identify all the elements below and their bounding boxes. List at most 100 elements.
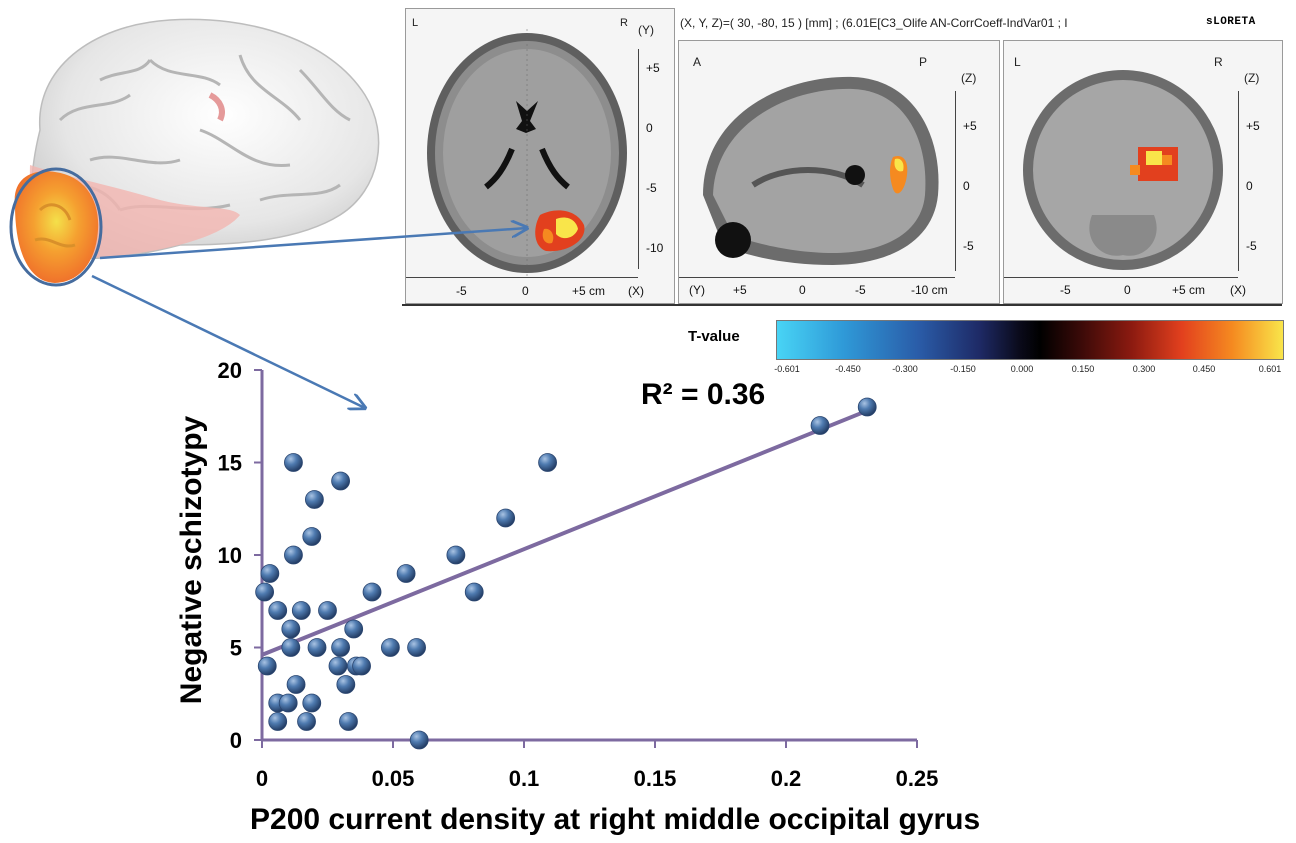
data-point — [810, 416, 830, 435]
axial-brain-image — [427, 29, 627, 277]
colorbar-title: T-value — [688, 328, 740, 345]
coronal-slice-panel[interactable]: L R (Z) +5 0 -5 -5 0 +5 cm (X) — [1003, 40, 1283, 304]
trend-line — [261, 408, 868, 657]
y-tick-label: 0 — [230, 728, 242, 753]
coronal-bottom-tick: 0 — [1124, 283, 1131, 297]
data-point — [278, 693, 298, 713]
data-point — [409, 730, 429, 750]
y-tick-label: 5 — [230, 636, 242, 661]
data-point — [304, 490, 324, 509]
axial-axis-name: (Y) — [638, 23, 654, 37]
axial-side-tick: +5 — [646, 61, 660, 75]
colorbar-tick: 0.601 — [1258, 364, 1282, 374]
colorbar-tick: 0.300 — [1132, 364, 1156, 374]
axial-bottom-tick: -5 — [456, 284, 467, 298]
coronal-bottom-axis: (X) — [1230, 283, 1246, 297]
sagittal-side-tick: 0 — [963, 179, 970, 193]
y-tick-label: 10 — [218, 543, 242, 568]
sagittal-slice-panel[interactable]: A P (Z) +5 0 -5 (Y) +5 0 -5 -10 cm — [678, 40, 1000, 304]
sagittal-bottom-tick: -10 cm — [911, 283, 948, 297]
data-point — [291, 601, 311, 620]
data-point — [297, 712, 316, 731]
roi-highlight-circle — [9, 167, 103, 287]
r-squared-annotation: R² = 0.36 — [641, 378, 766, 411]
data-point — [268, 712, 288, 731]
x-tick-label: 0.15 — [634, 766, 677, 791]
arrow-to-axial-slice — [99, 228, 527, 260]
coronal-left-label: L — [1014, 55, 1021, 69]
data-point — [281, 619, 301, 639]
sagittal-bottom-tick: -5 — [855, 283, 866, 297]
data-point — [260, 564, 280, 583]
data-point — [362, 582, 382, 602]
data-point — [307, 638, 327, 657]
sagittal-axis-name: (Z) — [961, 71, 977, 85]
coronal-right-label: R — [1214, 55, 1223, 69]
coronal-bottom-tick: -5 — [1060, 283, 1071, 297]
axial-bottom-tick: +5 cm — [572, 284, 606, 298]
colorbar-tick: 0.000 — [1010, 364, 1034, 374]
sagittal-bottom-axis: (Y) — [689, 283, 705, 297]
data-point — [302, 527, 322, 546]
data-point — [336, 675, 356, 694]
data-point — [352, 656, 371, 676]
axial-side-tick: -5 — [646, 181, 657, 195]
sagittal-right-label: P — [919, 55, 928, 69]
x-tick-label: 0.05 — [372, 766, 415, 791]
data-point — [331, 638, 351, 657]
x-axis-label: P200 current density at right middle occ… — [250, 803, 981, 836]
colorbar-tick: -0.601 — [774, 364, 800, 374]
coronal-side-tick: 0 — [1246, 179, 1253, 193]
data-point — [255, 582, 275, 602]
y-tick-label: 20 — [218, 358, 242, 383]
brain-surface-figure — [9, 18, 380, 287]
y-tick-label: 15 — [218, 451, 242, 476]
coronal-brain-image — [1023, 70, 1223, 270]
axial-bottom-tick: 0 — [522, 284, 529, 298]
coronal-axis-name: (Z) — [1244, 71, 1260, 85]
data-point — [331, 471, 351, 491]
colorbar-tick: -0.150 — [950, 364, 976, 374]
sagittal-side-tick: -5 — [963, 239, 974, 253]
colorbar-tick: -0.300 — [892, 364, 918, 374]
data-point — [446, 545, 466, 565]
colorbar-tick: 0.450 — [1192, 364, 1216, 374]
t-value-colorbar — [776, 320, 1284, 360]
viewer-bottom-rule — [402, 304, 1282, 306]
data-point — [328, 656, 348, 676]
coronal-side-tick: +5 — [1246, 119, 1260, 133]
sagittal-side-tick: +5 — [963, 119, 977, 133]
axial-side-tick: -10 — [646, 241, 664, 255]
sagittal-bottom-tick: 0 — [799, 283, 806, 297]
y-axis-label: Negative schizotypy — [175, 415, 208, 705]
data-point — [380, 638, 400, 657]
axial-right-label: R — [620, 17, 628, 29]
coronal-side-tick: -5 — [1246, 239, 1257, 253]
data-point — [302, 693, 322, 713]
x-tick-label: 0.2 — [771, 766, 802, 791]
x-tick-label: 0 — [256, 766, 268, 791]
sagittal-left-label: A — [693, 55, 702, 69]
axial-side-tick: 0 — [646, 121, 653, 135]
data-point — [284, 453, 303, 472]
data-point — [857, 397, 877, 417]
data-point — [268, 601, 288, 620]
data-point — [339, 712, 358, 731]
data-point — [538, 453, 557, 472]
axial-slice-panel[interactable]: L R (Y) +5 0 -5 -10 -5 0 +5 cm (X) — [405, 8, 675, 304]
brand-label: sLORETA — [1206, 16, 1256, 28]
coordinate-readout: (X, Y, Z)=( 30, -80, 15 ) [mm] ; (6.01E[… — [680, 16, 1068, 30]
data-point — [284, 545, 303, 565]
sagittal-brain-image — [703, 76, 939, 265]
colorbar-tick: 0.150 — [1071, 364, 1095, 374]
data-point — [464, 582, 484, 602]
data-point — [496, 508, 516, 528]
data-point — [257, 656, 277, 676]
arrow-to-scatter — [91, 274, 365, 408]
data-point — [318, 601, 337, 620]
coronal-bottom-tick: +5 cm — [1172, 283, 1206, 297]
data-point — [407, 638, 426, 657]
data-point — [281, 638, 301, 657]
axial-left-label: L — [412, 17, 419, 29]
